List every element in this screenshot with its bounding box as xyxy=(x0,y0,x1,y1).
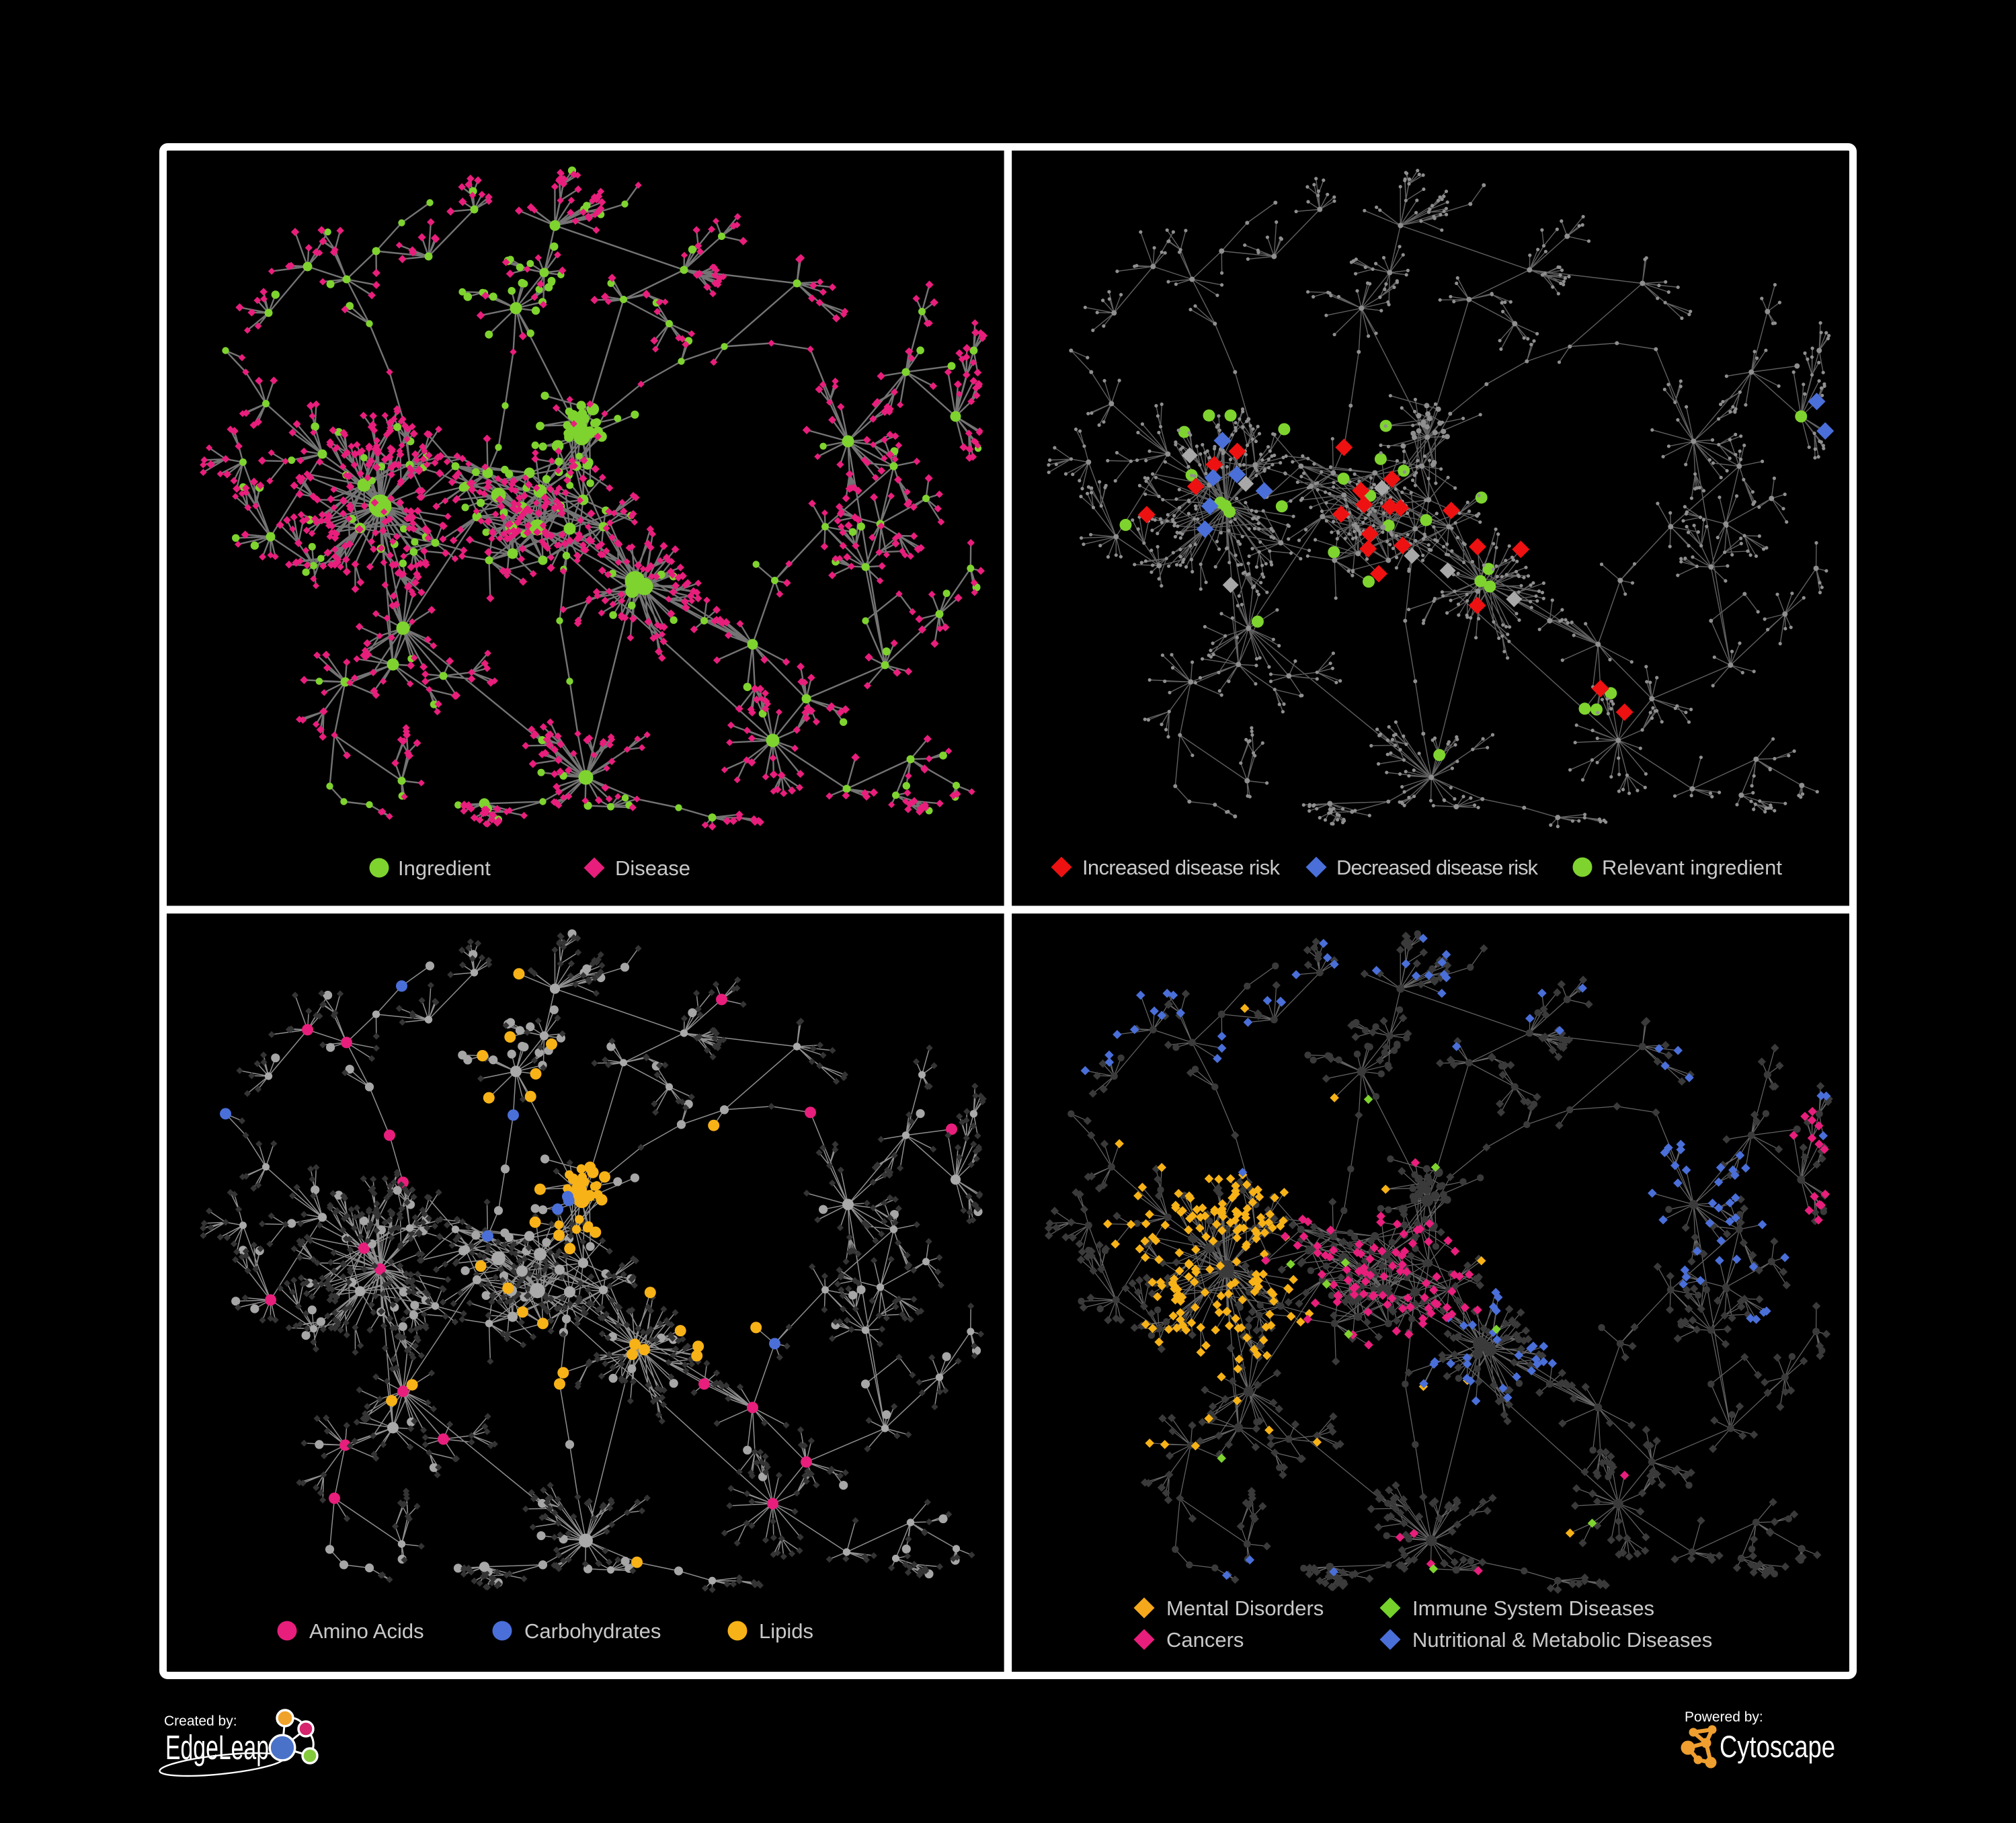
svg-text:Lipids: Lipids xyxy=(759,1619,813,1643)
svg-text:Nutritional & Metabolic Diseas: Nutritional & Metabolic Diseases xyxy=(1412,1628,1712,1652)
svg-text:Cytoscape: Cytoscape xyxy=(1720,1730,1835,1764)
svg-text:Carbohydrates: Carbohydrates xyxy=(524,1619,661,1643)
svg-text:Cancers: Cancers xyxy=(1166,1628,1244,1652)
svg-text:Mental Disorders: Mental Disorders xyxy=(1166,1596,1324,1620)
svg-text:Created by:: Created by: xyxy=(164,1713,237,1729)
svg-text:Immune System Diseases: Immune System Diseases xyxy=(1412,1596,1654,1620)
svg-text:EdgeLeap: EdgeLeap xyxy=(165,1728,269,1767)
svg-text:Powered by:: Powered by: xyxy=(1685,1709,1763,1725)
svg-text:Increased disease risk: Increased disease risk xyxy=(1082,856,1281,879)
svg-text:Amino Acids: Amino Acids xyxy=(309,1619,424,1643)
svg-text:Decreased disease risk: Decreased disease risk xyxy=(1336,856,1539,879)
svg-text:Ingredient: Ingredient xyxy=(398,856,491,880)
svg-text:Relevant ingredient: Relevant ingredient xyxy=(1602,856,1782,879)
svg-text:Disease: Disease xyxy=(615,856,690,880)
